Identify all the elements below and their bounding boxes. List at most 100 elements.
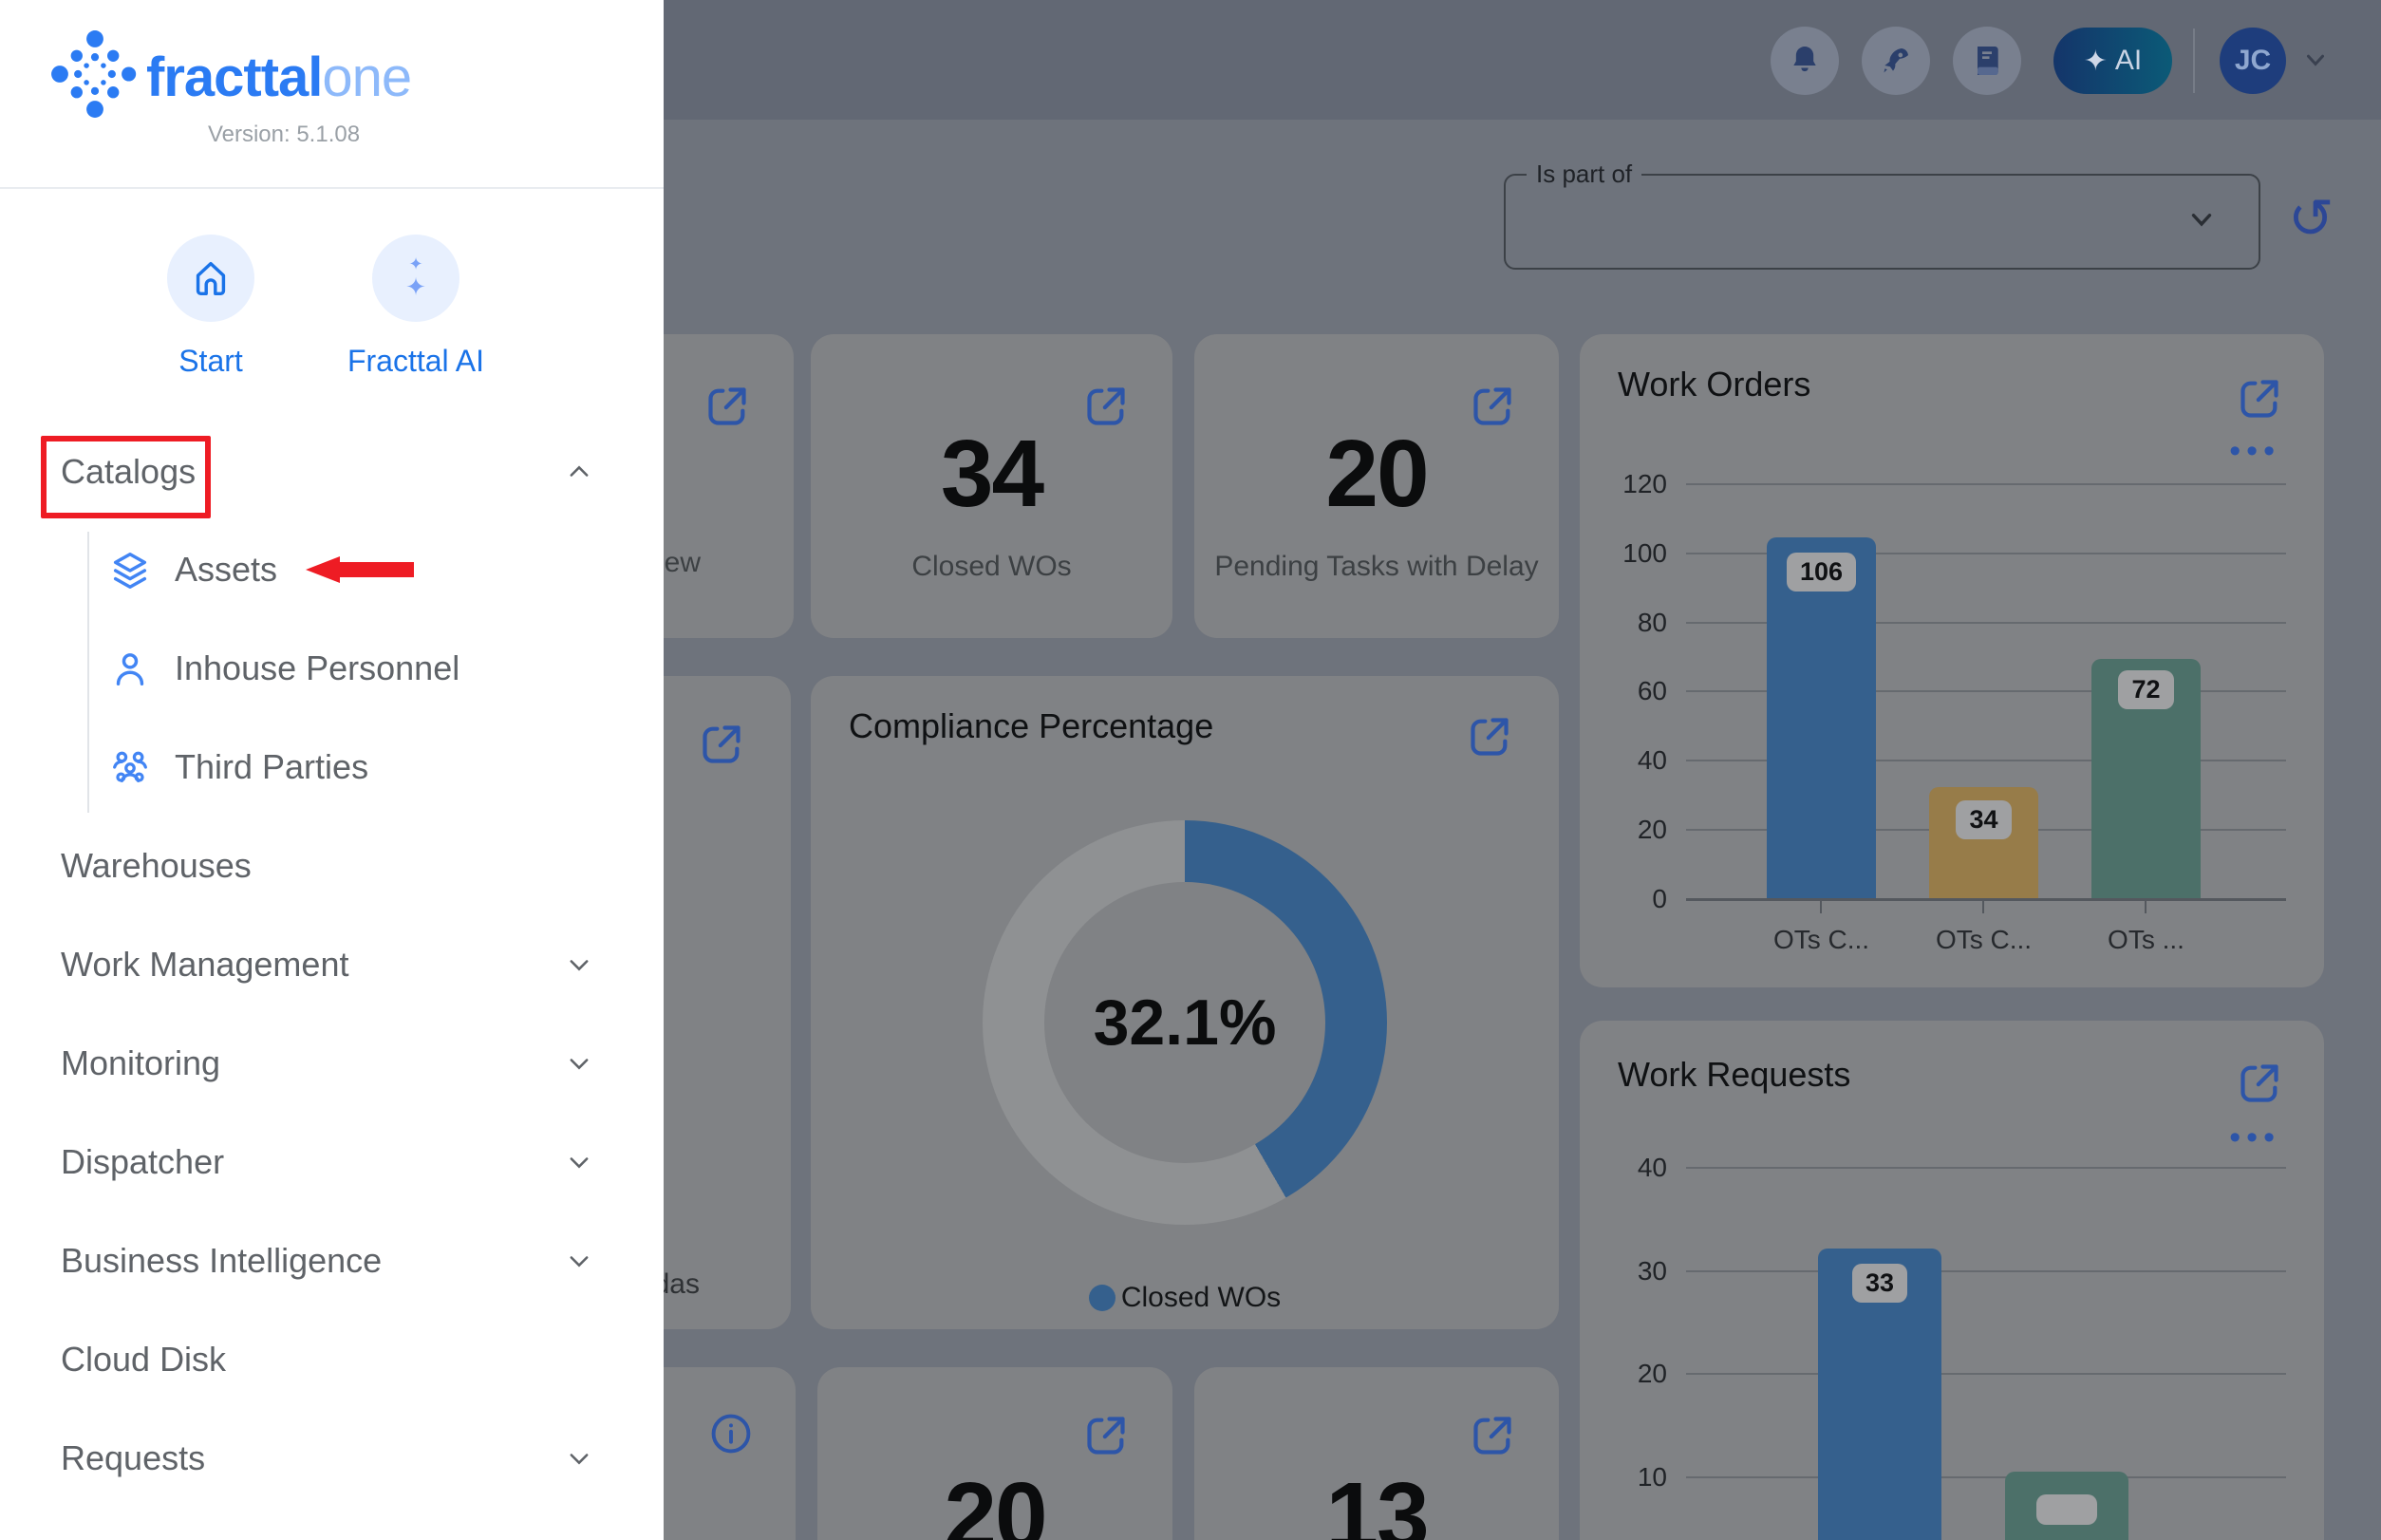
open-in-new-icon[interactable] xyxy=(701,380,754,433)
kpi-card-bottom-mid[interactable]: 20 xyxy=(817,1367,1172,1540)
is-part-of-label: Is part of xyxy=(1536,160,1633,188)
sidebar-item-catalogs[interactable]: Catalogs xyxy=(61,438,196,506)
rocket-icon xyxy=(1877,42,1915,80)
kpi-card-pending-tasks[interactable]: 20 Pending Tasks with Delay xyxy=(1194,334,1559,638)
chevron-down-icon[interactable] xyxy=(566,1149,592,1175)
kpi-card-bottom-right[interactable]: 13 xyxy=(1194,1367,1559,1540)
y-tick: 20 xyxy=(1637,1359,1667,1388)
fracttal-ai-button[interactable]: ✦ AI xyxy=(2053,28,2172,94)
notifications-button[interactable] xyxy=(1771,27,1839,95)
kpi-value: 34 xyxy=(940,421,1044,527)
layers-icon xyxy=(108,548,152,592)
fracttal-ai-shortcut-label[interactable]: Fracttal AI xyxy=(347,344,485,378)
refresh-icon[interactable]: ↺ xyxy=(2288,186,2334,251)
sidebar-item-label: Monitoring xyxy=(61,1043,221,1082)
is-part-of-select[interactable]: Is part of xyxy=(1504,160,2260,270)
chevron-down-icon[interactable] xyxy=(566,951,592,978)
y-tick: 100 xyxy=(1622,538,1667,568)
sidebar-item-assets[interactable]: Assets xyxy=(175,535,277,604)
kpi-value: 20 xyxy=(1325,421,1429,527)
info-icon[interactable] xyxy=(706,1409,756,1458)
chart-title: Work Orders xyxy=(1618,365,1811,404)
sidebar-item-cloud-disk[interactable]: Cloud Disk xyxy=(61,1325,226,1394)
x-category-label: OTs C... xyxy=(1935,925,2033,954)
y-tick: 40 xyxy=(1637,745,1667,775)
y-tick: 0 xyxy=(1652,884,1667,913)
y-tick: 10 xyxy=(1637,1462,1667,1492)
whats-new-button[interactable] xyxy=(1862,27,1930,95)
chevron-down-icon[interactable] xyxy=(566,1050,592,1077)
gridline xyxy=(1686,1167,2286,1169)
chart-legend[interactable]: Closed WOs xyxy=(811,1282,1559,1314)
sidebar-divider xyxy=(0,187,664,189)
open-in-new-icon[interactable] xyxy=(1079,380,1133,433)
home-icon xyxy=(189,256,233,300)
sidebar: fracttalone Version: 5.1.08 Start ✦ ✦ Fra… xyxy=(0,0,664,1540)
sparkles-icon: ✦ ✦ xyxy=(405,254,426,302)
y-tick: 40 xyxy=(1637,1153,1667,1182)
user-avatar[interactable]: JC xyxy=(2220,28,2286,94)
book-icon xyxy=(1968,42,2006,80)
open-in-new-icon[interactable] xyxy=(2233,1057,2286,1110)
chevron-down-icon[interactable] xyxy=(566,1445,592,1472)
group-icon xyxy=(108,745,152,789)
sidebar-item-inhouse-personnel[interactable]: Inhouse Personnel xyxy=(175,634,459,703)
bar-value-label: 106 xyxy=(1786,553,1857,592)
sidebar-item-label: Inhouse Personnel xyxy=(175,648,460,687)
sidebar-item-work-management[interactable]: Work Management xyxy=(61,930,348,999)
sidebar-item-business-intelligence[interactable]: Business Intelligence xyxy=(61,1227,382,1295)
bar-closed[interactable] xyxy=(1767,537,1876,898)
ai-button-label: AI xyxy=(2114,45,2143,76)
chevron-down-icon[interactable] xyxy=(566,1248,592,1274)
x-category-label: OTs ... xyxy=(2108,925,2184,954)
gauge-donut-hole xyxy=(1044,882,1325,1163)
documentation-button[interactable] xyxy=(1953,27,2021,95)
gauge-donut: 32.1% xyxy=(983,820,1387,1225)
y-tick: 80 xyxy=(1637,608,1667,637)
sidebar-item-warehouses[interactable]: Warehouses xyxy=(61,832,252,900)
sidebar-item-third-parties[interactable]: Third Parties xyxy=(175,733,368,801)
work-orders-chart-card: Work Orders ••• 120 100 80 60 40 20 0 10… xyxy=(1580,334,2324,987)
open-in-new-icon[interactable] xyxy=(2233,372,2286,425)
open-in-new-icon[interactable] xyxy=(1466,380,1519,433)
sidebar-item-requests[interactable]: Requests xyxy=(61,1424,205,1493)
gridline xyxy=(1686,1373,2286,1375)
sidebar-item-label: Cloud Disk xyxy=(61,1340,227,1379)
legend-dot xyxy=(1088,1285,1116,1311)
x-tick xyxy=(1982,900,1984,913)
brand-secondary: one xyxy=(322,47,412,108)
more-options-icon[interactable]: ••• xyxy=(2229,433,2280,469)
gridline xyxy=(1686,1476,2286,1478)
bar-value-label: 72 xyxy=(2118,670,2174,709)
fracttal-ai-shortcut-button[interactable]: ✦ ✦ xyxy=(372,235,459,322)
sidebar-item-label: Assets xyxy=(175,550,278,589)
gridline xyxy=(1686,1270,2286,1272)
brand-wordmark: fracttalone xyxy=(146,46,412,109)
select-chevron-down-icon[interactable] xyxy=(2185,203,2218,235)
sidebar-item-label: Third Parties xyxy=(175,747,369,786)
account-chevron-down-icon[interactable] xyxy=(2301,46,2330,74)
gridline xyxy=(1686,690,2286,692)
chevron-up-icon[interactable] xyxy=(566,459,592,485)
start-shortcut-label[interactable]: Start xyxy=(178,344,243,378)
open-in-new-icon[interactable] xyxy=(1079,1409,1133,1462)
open-in-new-icon[interactable] xyxy=(1463,710,1516,763)
kpi-value: 20 xyxy=(944,1463,1047,1540)
gridline xyxy=(1686,760,2286,761)
open-in-new-icon[interactable] xyxy=(695,718,748,771)
gridline xyxy=(1686,553,2286,554)
kpi-card-closed-wos[interactable]: 34 Closed WOs xyxy=(811,334,1172,638)
sidebar-item-label: Work Management xyxy=(61,945,349,984)
x-category-label: OTs C... xyxy=(1772,925,1870,954)
person-icon xyxy=(108,647,152,690)
bar-value-label: 34 xyxy=(1956,800,2012,839)
sidebar-item-label: Catalogs xyxy=(61,452,197,491)
sidebar-item-monitoring[interactable]: Monitoring xyxy=(61,1029,220,1098)
sidebar-item-dispatcher[interactable]: Dispatcher xyxy=(61,1128,224,1196)
more-options-icon[interactable]: ••• xyxy=(2229,1119,2280,1155)
y-tick: 60 xyxy=(1637,676,1667,705)
start-shortcut-button[interactable] xyxy=(167,235,254,322)
sidebar-item-label: Dispatcher xyxy=(61,1142,225,1181)
open-in-new-icon[interactable] xyxy=(1466,1409,1519,1462)
